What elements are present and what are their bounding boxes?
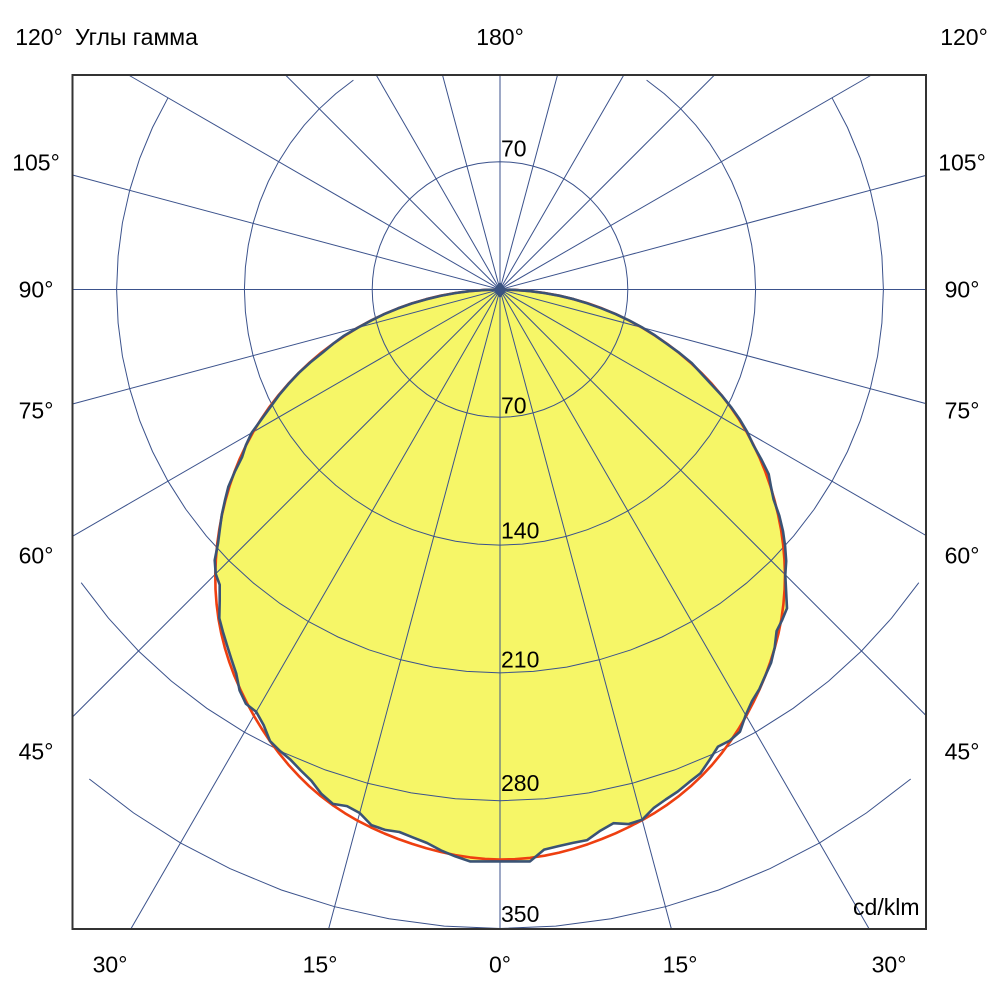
svg-text:30°: 30°: [93, 952, 128, 978]
svg-text:45°: 45°: [19, 739, 54, 765]
svg-text:140: 140: [501, 517, 539, 543]
svg-text:0°: 0°: [489, 952, 511, 978]
svg-text:75°: 75°: [945, 398, 980, 424]
svg-text:120°: 120°: [940, 24, 988, 50]
svg-text:210: 210: [501, 646, 539, 672]
svg-text:Углы гамма: Углы гамма: [75, 24, 198, 50]
svg-text:30°: 30°: [872, 952, 907, 978]
svg-text:60°: 60°: [945, 543, 980, 569]
svg-text:350: 350: [501, 901, 539, 927]
svg-text:90°: 90°: [945, 277, 980, 303]
svg-text:70: 70: [501, 135, 527, 161]
svg-text:60°: 60°: [19, 543, 54, 569]
svg-text:45°: 45°: [945, 739, 980, 765]
svg-text:15°: 15°: [303, 952, 338, 978]
svg-text:280: 280: [501, 770, 539, 796]
svg-text:105°: 105°: [12, 150, 60, 176]
svg-text:cd/klm: cd/klm: [853, 894, 919, 920]
svg-text:75°: 75°: [19, 398, 54, 424]
svg-text:180°: 180°: [476, 24, 524, 50]
svg-text:105°: 105°: [938, 150, 986, 176]
svg-text:70: 70: [501, 392, 527, 418]
svg-text:15°: 15°: [663, 952, 698, 978]
svg-text:90°: 90°: [19, 277, 54, 303]
svg-text:120°: 120°: [15, 24, 63, 50]
